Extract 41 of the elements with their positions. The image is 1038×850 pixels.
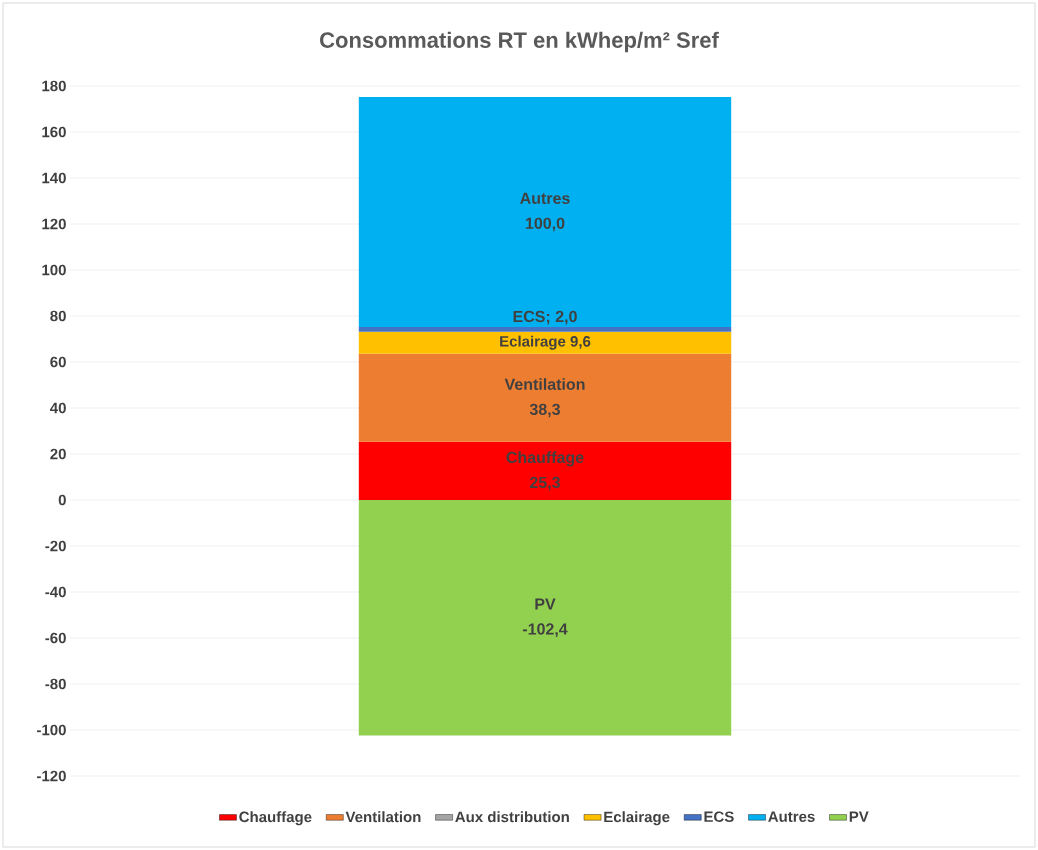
text: Chauffage	[506, 451, 584, 467]
y-tick-label: -20	[45, 540, 66, 552]
text: PV	[535, 598, 556, 610]
bar	[358, 499, 732, 736]
data-label: 25,3	[529, 476, 560, 491]
legend-label: Autres	[768, 811, 815, 822]
y-tick-label: 20	[50, 448, 66, 460]
y-tick-label: -60	[45, 632, 66, 644]
y-tick-label: 160	[42, 126, 66, 138]
data-label: 100,0	[525, 217, 565, 232]
y-tick-label: 0	[58, 494, 66, 506]
legend-label: PV	[849, 811, 869, 822]
y-tick-label: 120	[42, 218, 66, 230]
y-tick-label: -40	[45, 586, 66, 598]
y-tick-label: -100	[37, 724, 66, 736]
legend-label: Chauffage	[239, 811, 312, 826]
bar	[358, 441, 732, 500]
y-tick-label: 100	[42, 264, 66, 276]
legend-label: Eclairage	[604, 811, 670, 826]
data-label: 9,6	[570, 336, 591, 349]
y-tick-label: 140	[42, 172, 66, 184]
chart-title: Consommations RT en kWhep/m² Sref	[320, 31, 719, 53]
y-tick-label: 180	[42, 80, 66, 92]
y-tick-label: 60	[50, 356, 66, 368]
y-tick-label: -80	[45, 678, 66, 690]
y-tick-label: 80	[50, 310, 66, 322]
data-label: -102,4	[522, 623, 568, 637]
text: Eclairage	[500, 335, 566, 350]
legend-label: ECS	[704, 811, 734, 823]
data-label: ECS; 2,0	[513, 310, 577, 325]
bar	[358, 331, 732, 354]
bar	[358, 353, 732, 442]
legend-label: Aux distribution	[455, 811, 569, 823]
text: Ventilation	[504, 378, 585, 390]
y-tick-label: -120	[37, 770, 66, 782]
bar	[358, 97, 732, 328]
data-label: 38,3	[529, 403, 560, 418]
legend-label: Ventilation	[345, 811, 421, 823]
text: Autres	[520, 192, 570, 204]
y-tick-label: 40	[50, 402, 66, 414]
bar	[358, 327, 732, 332]
